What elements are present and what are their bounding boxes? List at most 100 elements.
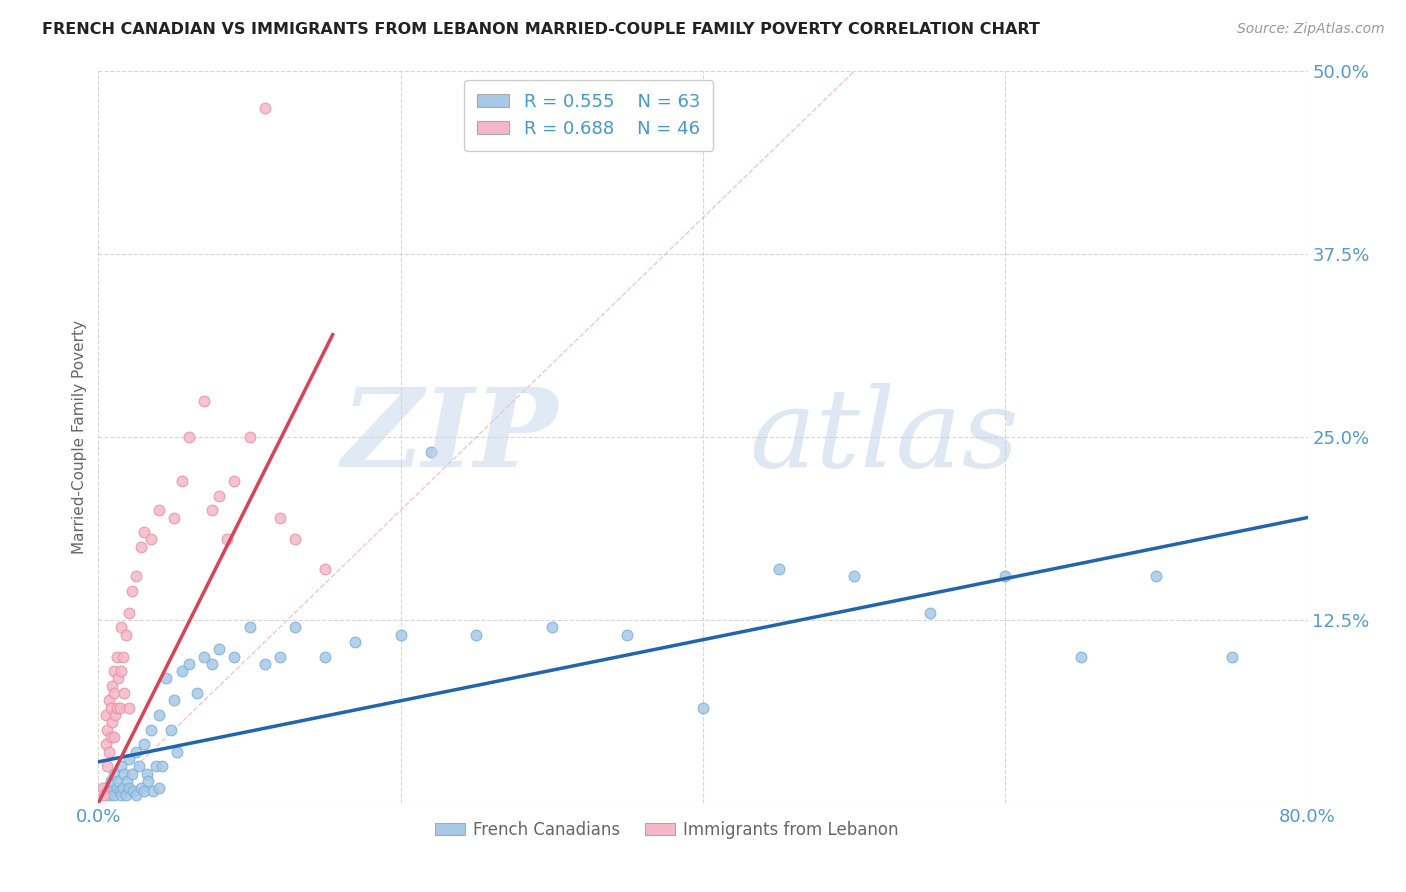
Point — [186, 686, 208, 700]
Point — [105, 649, 128, 664]
Point — [118, 700, 141, 714]
Point — [193, 393, 215, 408]
Point — [125, 569, 148, 583]
Point — [141, 533, 163, 547]
Point — [389, 627, 412, 641]
Point — [105, 700, 128, 714]
Point — [208, 642, 231, 657]
Point — [100, 700, 122, 714]
Point — [132, 737, 155, 751]
Point — [100, 773, 122, 788]
Point — [125, 789, 148, 803]
Point — [142, 784, 165, 798]
Point — [201, 657, 224, 671]
Y-axis label: Married-Couple Family Poverty: Married-Couple Family Poverty — [72, 320, 87, 554]
Point — [121, 583, 143, 598]
Point — [163, 693, 186, 707]
Point — [129, 540, 152, 554]
Point — [224, 474, 246, 488]
Point — [103, 686, 125, 700]
Point — [104, 708, 127, 723]
Point — [110, 620, 132, 634]
Point — [91, 781, 114, 796]
Point — [132, 525, 155, 540]
Point — [132, 784, 155, 798]
Point — [201, 503, 224, 517]
Point — [98, 789, 121, 803]
Point — [170, 664, 193, 678]
Point — [103, 730, 125, 744]
Point — [111, 781, 134, 796]
Point — [166, 745, 188, 759]
Point — [616, 627, 638, 641]
Point — [155, 672, 177, 686]
Point — [145, 759, 167, 773]
Point — [136, 773, 159, 788]
Point — [540, 620, 562, 634]
Point — [163, 510, 186, 524]
Point — [253, 657, 276, 671]
Point — [692, 700, 714, 714]
Point — [107, 773, 129, 788]
Point — [344, 635, 367, 649]
Point — [108, 784, 131, 798]
Text: Source: ZipAtlas.com: Source: ZipAtlas.com — [1237, 22, 1385, 37]
Point — [284, 620, 307, 634]
Point — [420, 444, 443, 458]
Point — [103, 766, 125, 780]
Point — [96, 723, 118, 737]
Point — [269, 510, 291, 524]
Point — [208, 489, 231, 503]
Point — [129, 781, 152, 796]
Point — [122, 784, 145, 798]
Point — [314, 649, 336, 664]
Point — [179, 657, 201, 671]
Point — [215, 533, 238, 547]
Point — [918, 606, 941, 620]
Point — [125, 745, 148, 759]
Point — [179, 430, 201, 444]
Point — [93, 789, 115, 803]
Point — [118, 752, 141, 766]
Point — [135, 766, 157, 780]
Point — [239, 620, 262, 634]
Point — [115, 773, 138, 788]
Point — [94, 708, 117, 723]
Point — [96, 759, 118, 773]
Point — [128, 759, 150, 773]
Point — [94, 737, 117, 751]
Text: atlas: atlas — [749, 384, 1019, 491]
Point — [111, 649, 134, 664]
Point — [112, 686, 135, 700]
Point — [314, 562, 336, 576]
Point — [141, 723, 163, 737]
Point — [148, 503, 170, 517]
Point — [148, 781, 170, 796]
Point — [101, 679, 124, 693]
Point — [994, 569, 1017, 583]
Point — [150, 759, 173, 773]
Point — [193, 649, 215, 664]
Point — [160, 723, 183, 737]
Point — [465, 627, 488, 641]
Point — [110, 789, 132, 803]
Point — [1144, 569, 1167, 583]
Point — [103, 664, 125, 678]
Point — [110, 664, 132, 678]
Point — [103, 789, 125, 803]
Point — [1070, 649, 1092, 664]
Point — [239, 430, 262, 444]
Point — [100, 730, 122, 744]
Point — [1220, 649, 1243, 664]
Point — [768, 562, 790, 576]
Point — [94, 781, 117, 796]
Legend: French Canadians, Immigrants from Lebanon: French Canadians, Immigrants from Lebano… — [427, 814, 905, 846]
Point — [253, 101, 276, 115]
Point — [269, 649, 291, 664]
Text: FRENCH CANADIAN VS IMMIGRANTS FROM LEBANON MARRIED-COUPLE FAMILY POVERTY CORRELA: FRENCH CANADIAN VS IMMIGRANTS FROM LEBAN… — [42, 22, 1040, 37]
Point — [101, 784, 124, 798]
Point — [98, 693, 121, 707]
Point — [118, 606, 141, 620]
Point — [118, 781, 141, 796]
Point — [110, 759, 132, 773]
